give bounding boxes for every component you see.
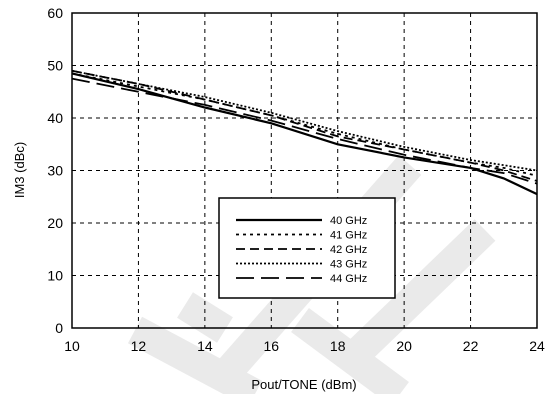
series-line-3 [71, 69, 538, 182]
plot-frame [71, 12, 538, 329]
x-tick-label: 20 [396, 338, 412, 354]
series-line-5 [71, 77, 538, 185]
x-tick-label: 22 [463, 338, 479, 354]
x-tick-label: 10 [64, 338, 80, 354]
x-tick-label: 24 [529, 338, 545, 354]
series-line-2 [71, 72, 538, 177]
x-tick-label: 16 [263, 338, 279, 354]
y-tick-label: 40 [47, 110, 63, 126]
legend-label-2: 41 GHz [330, 230, 367, 242]
legend-label-1: 40 GHz [330, 215, 367, 227]
y-tick-label: 60 [47, 5, 63, 21]
y-tick-label: 0 [55, 320, 63, 336]
legend-label-5: 44 GHz [330, 273, 367, 285]
x-tick-label: 18 [330, 338, 346, 354]
legend: 40 GHz 41 GHz 42 GHz 43 GHz 44 GHz [218, 197, 396, 299]
y-tick-label: 50 [47, 58, 63, 74]
y-axis-label: IM3 (dBc) [12, 142, 27, 198]
legend-label-4: 43 GHz [330, 259, 367, 271]
series-line-1 [71, 72, 538, 196]
series-line-4 [71, 69, 538, 172]
x-axis-label: Pout/TONE (dBm) [251, 377, 356, 392]
y-tick-label: 20 [47, 215, 63, 231]
series-lines [71, 69, 538, 196]
y-ticks: 0 10 20 30 40 50 60 [47, 5, 63, 336]
x-tick-label: 12 [131, 338, 147, 354]
y-tick-label: 10 [47, 268, 63, 284]
x-tick-label: 14 [197, 338, 213, 354]
x-ticks: 10 12 14 16 18 20 22 24 [64, 338, 545, 354]
watermark-stroke-4 [339, 219, 496, 371]
legend-items: 40 GHz 41 GHz 42 GHz 43 GHz 44 GHz [236, 215, 367, 285]
y-tick-label: 30 [47, 163, 63, 179]
legend-label-3: 42 GHz [330, 244, 367, 256]
legend-box [218, 197, 396, 299]
